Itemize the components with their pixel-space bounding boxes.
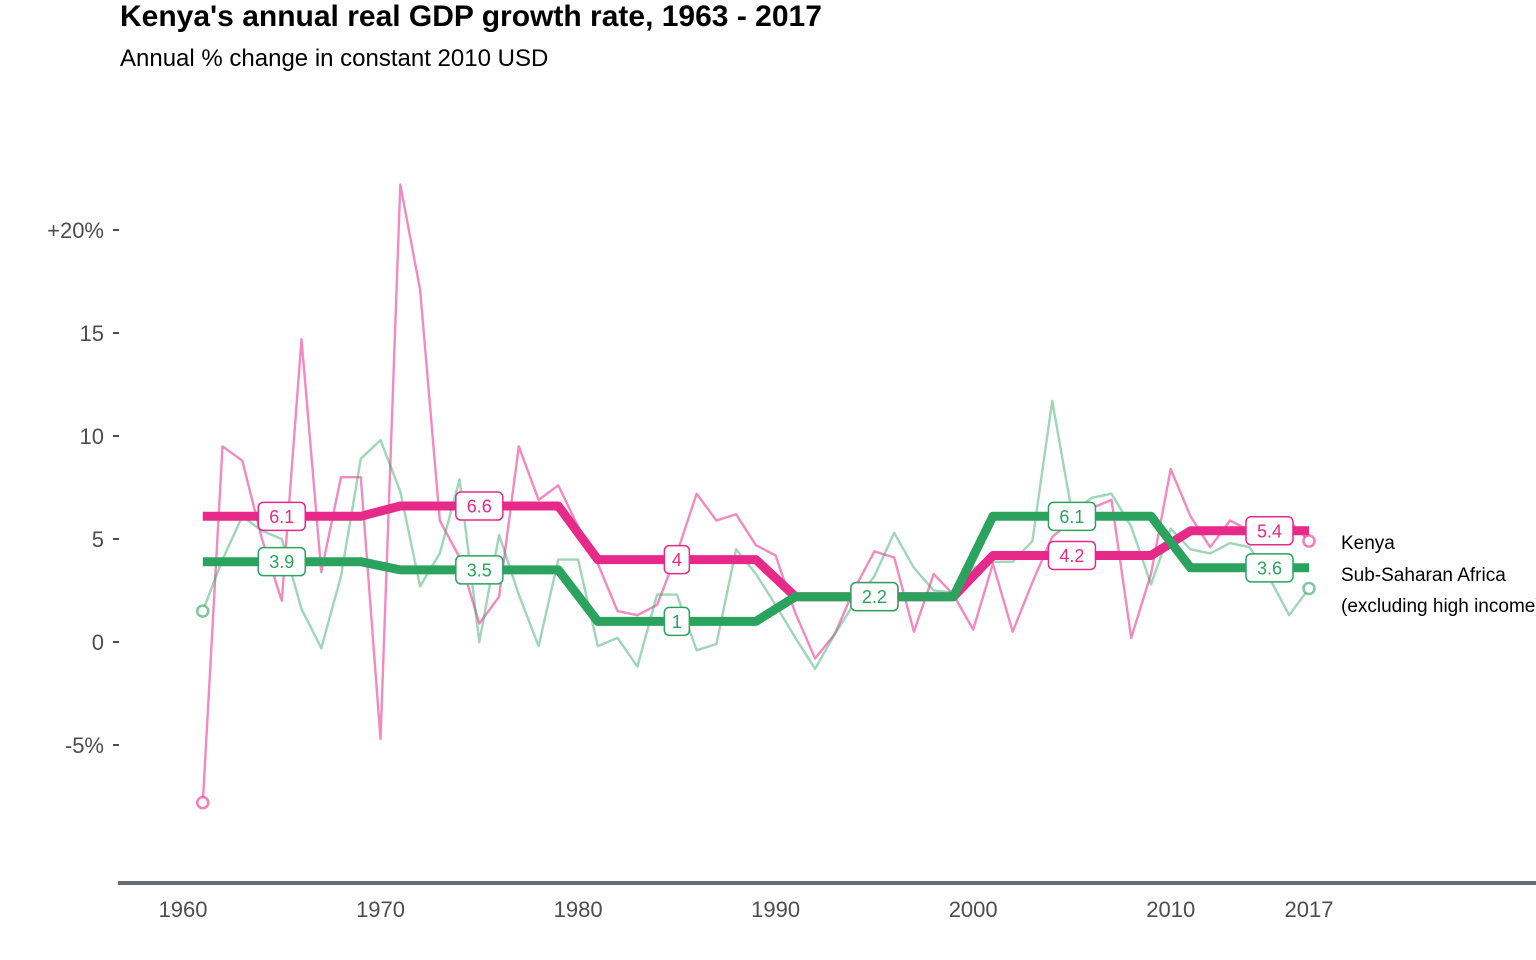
x-tick-label: 1960 (159, 897, 208, 922)
ssa-mean-label-box (663, 606, 691, 637)
x-tick-label: 1990 (751, 897, 800, 922)
ssa-mean-label: 3.6 (1257, 558, 1282, 578)
chart-subtitle: Annual % change in constant 2010 USD (120, 45, 549, 72)
decade-mean-layer (202, 501, 1309, 626)
kenya-mean-label: 5.4 (1257, 521, 1282, 541)
y-tick-label: 15 (80, 321, 104, 346)
y-tick-label: 5 (92, 527, 104, 552)
raw-series-layer (196, 183, 1316, 810)
ssa-mean-label: 6.1 (1059, 507, 1084, 527)
kenya-end-point (1302, 534, 1316, 548)
kenya-mean-label-box (257, 501, 307, 532)
legend-ssa: Sub-Saharan Africa (1341, 565, 1506, 586)
ssa-mean-label-box (850, 581, 899, 612)
x-tick-label: 2000 (949, 897, 998, 922)
y-tick-label: -5% (65, 733, 104, 758)
legend-layer: Kenya Sub-Saharan Africa (excluding high i… (1341, 533, 1536, 617)
kenya-mean-label: 6.1 (269, 507, 294, 527)
ssa-mean-label: 2.2 (862, 587, 887, 607)
chart-title: Kenya's annual real GDP growth rate, 196… (120, 0, 822, 33)
legend-kenya: Kenya (1341, 533, 1395, 554)
ssa-mean-label-box (455, 555, 504, 585)
kenya-mean-label: 4.2 (1059, 546, 1084, 566)
kenya-mean-label-box (1047, 540, 1097, 571)
axes-layer: 1960 1970 1980 1990 2000 2010 2017 +20% 15 10 5 0 -5… (47, 218, 1536, 922)
x-tick-label: 1980 (554, 897, 603, 922)
x-tick-label: 1970 (356, 897, 405, 922)
ssa-annual-line (201, 399, 1310, 670)
y-tick-label: 0 (92, 630, 104, 655)
ssa-decade-mean-line (202, 511, 1309, 626)
ssa-mean-label: 3.9 (269, 552, 294, 572)
ssa-mean-label-box (257, 546, 307, 577)
ssa-mean-label-box (1047, 501, 1097, 532)
x-tick-label: 2010 (1146, 897, 1195, 922)
ssa-start-point (196, 604, 210, 618)
kenya-mean-label-box (1245, 516, 1294, 546)
y-tick-label: +20% (47, 218, 104, 243)
ssa-mean-label-box (1245, 553, 1294, 583)
kenya-decade-mean-line (202, 501, 1309, 602)
kenya-start-point (196, 795, 210, 810)
kenya-mean-label-box (663, 544, 691, 575)
x-tick-label: 2017 (1285, 897, 1334, 922)
kenya-annual-line (201, 183, 1310, 803)
y-tick-label: 10 (80, 424, 104, 449)
ssa-mean-label: 1 (672, 612, 682, 632)
kenya-mean-label: 6.6 (467, 497, 492, 517)
kenya-mean-label-box (455, 491, 504, 521)
decade-mean-labels-layer: 6.16.642.24.25.43.93.512.26.13.6 (257, 491, 1294, 637)
ssa-mean-label: 3.5 (467, 560, 492, 580)
ssa-end-point (1302, 581, 1316, 596)
kenya-mean-label: 4 (672, 550, 682, 570)
legend-ssa-line2: (excluding high income) (1341, 596, 1536, 617)
